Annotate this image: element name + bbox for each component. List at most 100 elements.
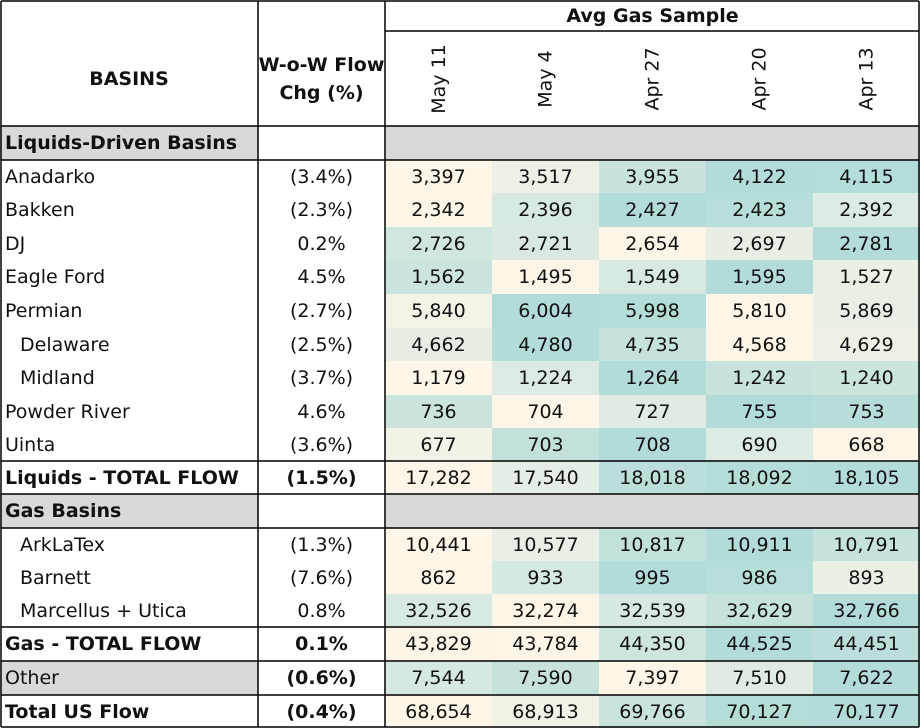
flow-value-cell: 68,913 [492,695,599,728]
header-wow-line2: Chg (%) [279,81,364,104]
flow-value-cell: 1,242 [706,361,813,395]
flow-value-cell: 2,396 [492,193,599,227]
flow-value-cell: 32,274 [492,594,599,627]
flow-value-cell: 32,629 [706,594,813,627]
flow-value-cell: 753 [813,395,920,428]
section-values-empty [385,494,920,528]
basin-name: Bakken [5,199,75,221]
flow-value-cell: 2,342 [385,193,492,227]
flow-value-cell: 18,018 [599,461,706,494]
flow-value-cell: 677 [385,428,492,461]
wow-chg-value: (3.4%) [289,165,354,188]
flow-value-cell: 44,525 [706,627,813,661]
wow-chg-value: (3.7%) [289,367,354,389]
flow-value-cell: 668 [813,428,920,461]
wow-chg-value: (3.6%) [289,433,354,456]
flow-value-cell: 2,721 [492,227,599,260]
flow-value-cell: 10,441 [385,528,492,561]
wow-chg-value: (7.6%) [289,566,354,589]
flow-value-cell: 43,829 [385,627,492,661]
flow-value-cell: 933 [492,561,599,594]
flow-value-cell: 3,955 [599,160,706,193]
section-header: Gas Basins [0,494,258,528]
wow-chg-value: (1.3%) [289,533,354,556]
flow-value-cell: 10,791 [813,528,920,561]
basin-name: Delaware [20,333,110,356]
flow-value-cell: 2,697 [706,227,813,260]
flow-value-cell: 6,004 [492,294,599,328]
flow-value-cell: 4,662 [385,328,492,361]
basin-name: Eagle Ford [5,266,106,288]
flow-value-cell: 2,726 [385,227,492,260]
flow-value-cell: 1,495 [492,260,599,294]
flow-value-cell: 2,392 [813,193,920,227]
flow-value-cell: 4,115 [813,160,920,193]
flow-value-cell: 995 [599,561,706,594]
flow-value-cell: 5,998 [599,294,706,328]
flow-value-cell: 5,810 [706,294,813,328]
basin-name: Other [0,661,258,695]
flow-value-cell: 69,766 [599,695,706,728]
flow-value-cell: 703 [492,428,599,461]
wow-chg-value: (1.5%) [286,466,357,489]
header-wow-line1: W-o-W Flow [258,53,385,76]
flow-value-cell: 70,127 [706,695,813,728]
wow-chg-value: (0.4%) [286,700,357,723]
flow-value-cell: 1,527 [813,260,920,294]
wow-chg-value: 4.5% [297,266,346,288]
wow-chg-value: (2.7%) [289,300,354,322]
flow-value-cell: 7,590 [492,661,599,695]
flow-value-cell: 7,510 [706,661,813,695]
basin-name: Permian [5,300,83,322]
basin-name: DJ [5,232,26,255]
basin-name: Midland [20,367,95,389]
flow-value-cell: 704 [492,395,599,428]
flow-value-cell: 1,179 [385,361,492,395]
header-wow-chg: W-o-W Flow Chg (%) [258,31,385,126]
flow-value-cell: 3,397 [385,160,492,193]
flow-value-cell: 893 [813,561,920,594]
flow-value-cell: 862 [385,561,492,594]
basin-name: Barnett [20,566,91,589]
wow-chg-value: (2.5%) [289,333,354,356]
flow-value-cell: 17,282 [385,461,492,494]
flow-value-cell: 1,595 [706,260,813,294]
total-row-label: Total US Flow [5,700,150,723]
flow-value-cell: 18,105 [813,461,920,494]
wow-chg-value: 0.8% [297,599,346,622]
flow-value-cell: 708 [599,428,706,461]
flow-value-cell: 1,240 [813,361,920,395]
wow-chg-value: (0.6%) [286,667,357,689]
section-chg-empty [258,126,385,160]
basin-name: Marcellus + Utica [20,599,187,622]
flow-value-cell: 4,122 [706,160,813,193]
flow-value-cell: 5,840 [385,294,492,328]
total-row-label: Gas - TOTAL FLOW [5,633,202,655]
flow-value-cell: 17,540 [492,461,599,494]
header-group-title: Avg Gas Sample [566,4,739,27]
flow-value-cell: 32,766 [813,594,920,627]
flow-value-cell: 5,869 [813,294,920,328]
flow-value-cell: 1,264 [599,361,706,395]
flow-value-cell: 10,577 [492,528,599,561]
section-values-empty [385,126,920,160]
flow-value-cell: 32,526 [385,594,492,627]
basin-name: Powder River [5,400,130,423]
header-basins: BASINS [89,67,169,90]
flow-value-cell: 4,735 [599,328,706,361]
flow-value-cell: 4,568 [706,328,813,361]
wow-chg-value: (2.3%) [289,199,354,221]
flow-value-cell: 1,224 [492,361,599,395]
basin-name: ArkLaTex [20,533,106,556]
flow-value-cell: 690 [706,428,813,461]
flow-value-cell: 1,549 [599,260,706,294]
wow-chg-value: 4.6% [297,400,346,423]
flow-value-cell: 32,539 [599,594,706,627]
flow-value-cell: 18,092 [706,461,813,494]
flow-value-cell: 44,350 [599,627,706,661]
total-row-label: Liquids - TOTAL FLOW [5,466,239,489]
flow-value-cell: 755 [706,395,813,428]
flow-value-cell: 727 [599,395,706,428]
flow-value-cell: 7,622 [813,661,920,695]
